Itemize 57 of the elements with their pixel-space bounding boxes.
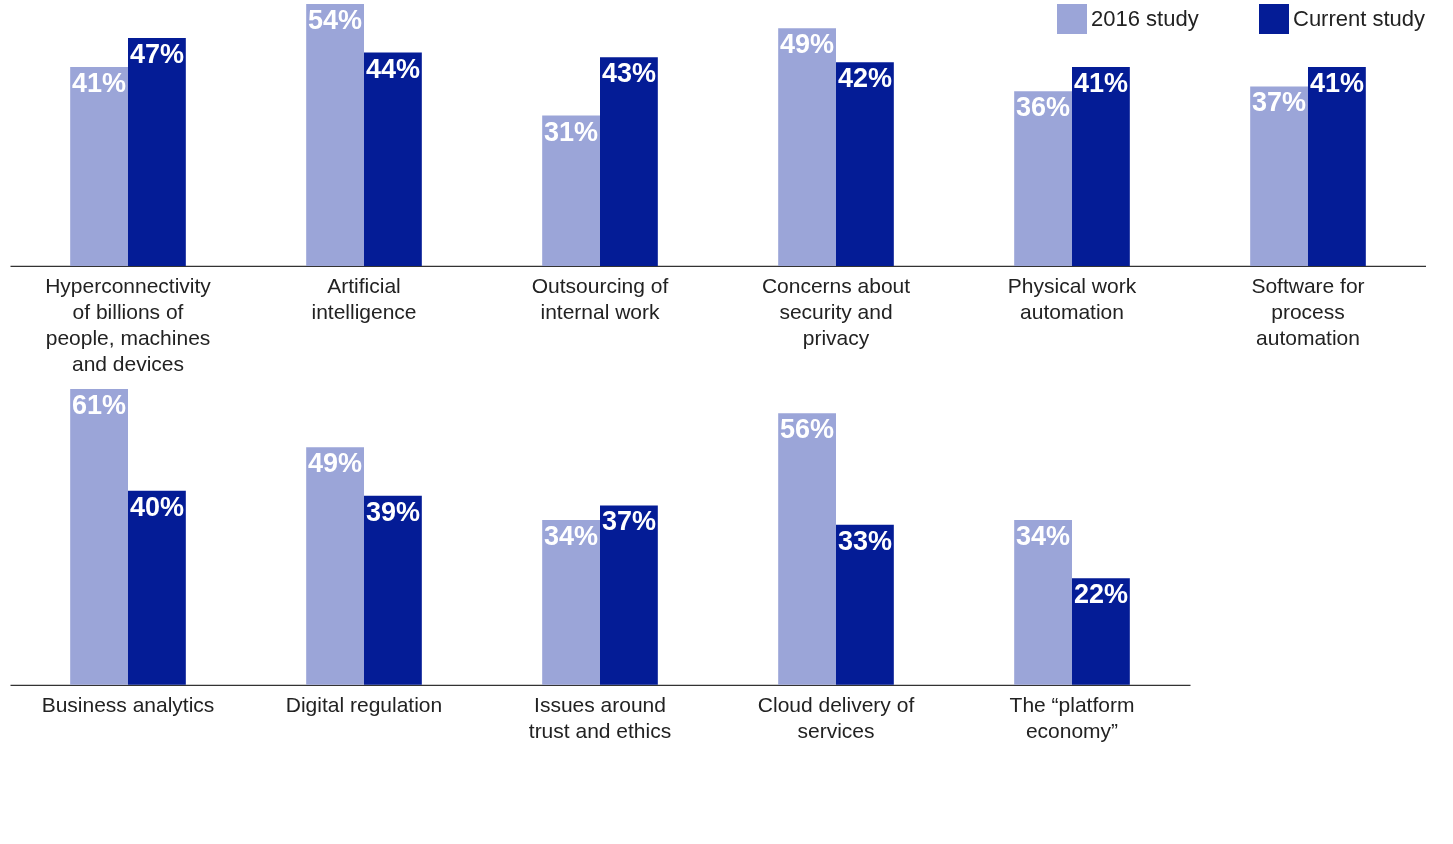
data-label: 44% [365, 53, 420, 84]
legend-label: 2016 study [1091, 6, 1199, 31]
x-tick-label: Software for process automation [1251, 274, 1365, 350]
bar [70, 67, 128, 266]
data-label: 31% [544, 116, 599, 147]
bar [1250, 86, 1308, 266]
bar [836, 524, 894, 685]
bar [1308, 67, 1366, 266]
x-tick-label: Issues around trust and ethics [528, 693, 672, 743]
bar [1072, 578, 1130, 685]
bar [542, 115, 600, 266]
bar [128, 37, 186, 266]
data-label: 22% [1073, 579, 1128, 610]
x-tick-label: Hyperconnectivity of billions of people, machines and devices [45, 274, 212, 376]
x-tick-label: Concerns about security and privacy [761, 274, 911, 350]
x-tick-label: Cloud delivery of services [757, 693, 915, 743]
bar [778, 28, 836, 266]
bar [1072, 67, 1130, 266]
data-label: 41% [72, 68, 127, 99]
bar [600, 505, 658, 685]
data-label: 42% [837, 63, 892, 94]
x-tick-label: Outsourcing of internal work [531, 274, 669, 324]
data-label: 54% [308, 5, 363, 35]
bar [778, 413, 836, 685]
data-label: 49% [308, 448, 363, 479]
bar [70, 389, 128, 685]
data-label: 47% [129, 38, 184, 69]
x-tick-label: The “platform economy” [1009, 693, 1135, 743]
bar [836, 62, 894, 266]
data-label: 34% [544, 520, 599, 551]
data-label: 41% [1073, 68, 1128, 99]
bar [1014, 91, 1072, 266]
bar [364, 52, 422, 266]
bar [1014, 519, 1072, 685]
data-label: 36% [1016, 92, 1071, 123]
data-label: 37% [1252, 87, 1307, 118]
data-label: 40% [129, 491, 184, 522]
x-tick-label: Digital regulation [285, 693, 443, 717]
bar [600, 57, 658, 266]
bar [542, 519, 600, 685]
data-label: 56% [780, 414, 835, 445]
data-label: 33% [837, 525, 892, 556]
data-label: 39% [365, 496, 420, 527]
x-tick-label: Artificial intelligence [311, 274, 417, 324]
data-label: 37% [601, 506, 656, 537]
data-label: 41% [1309, 68, 1364, 99]
bar [128, 490, 186, 685]
data-label: 49% [780, 29, 835, 60]
data-label: 34% [1016, 520, 1071, 551]
legend-label: Current study [1293, 6, 1426, 31]
data-label: 61% [72, 390, 127, 420]
bar [306, 4, 364, 266]
x-tick-label: Business analytics [41, 693, 215, 717]
bar [364, 495, 422, 685]
data-label: 43% [601, 58, 656, 89]
bar [306, 447, 364, 685]
x-tick-label: Physical work automation [1007, 274, 1137, 324]
